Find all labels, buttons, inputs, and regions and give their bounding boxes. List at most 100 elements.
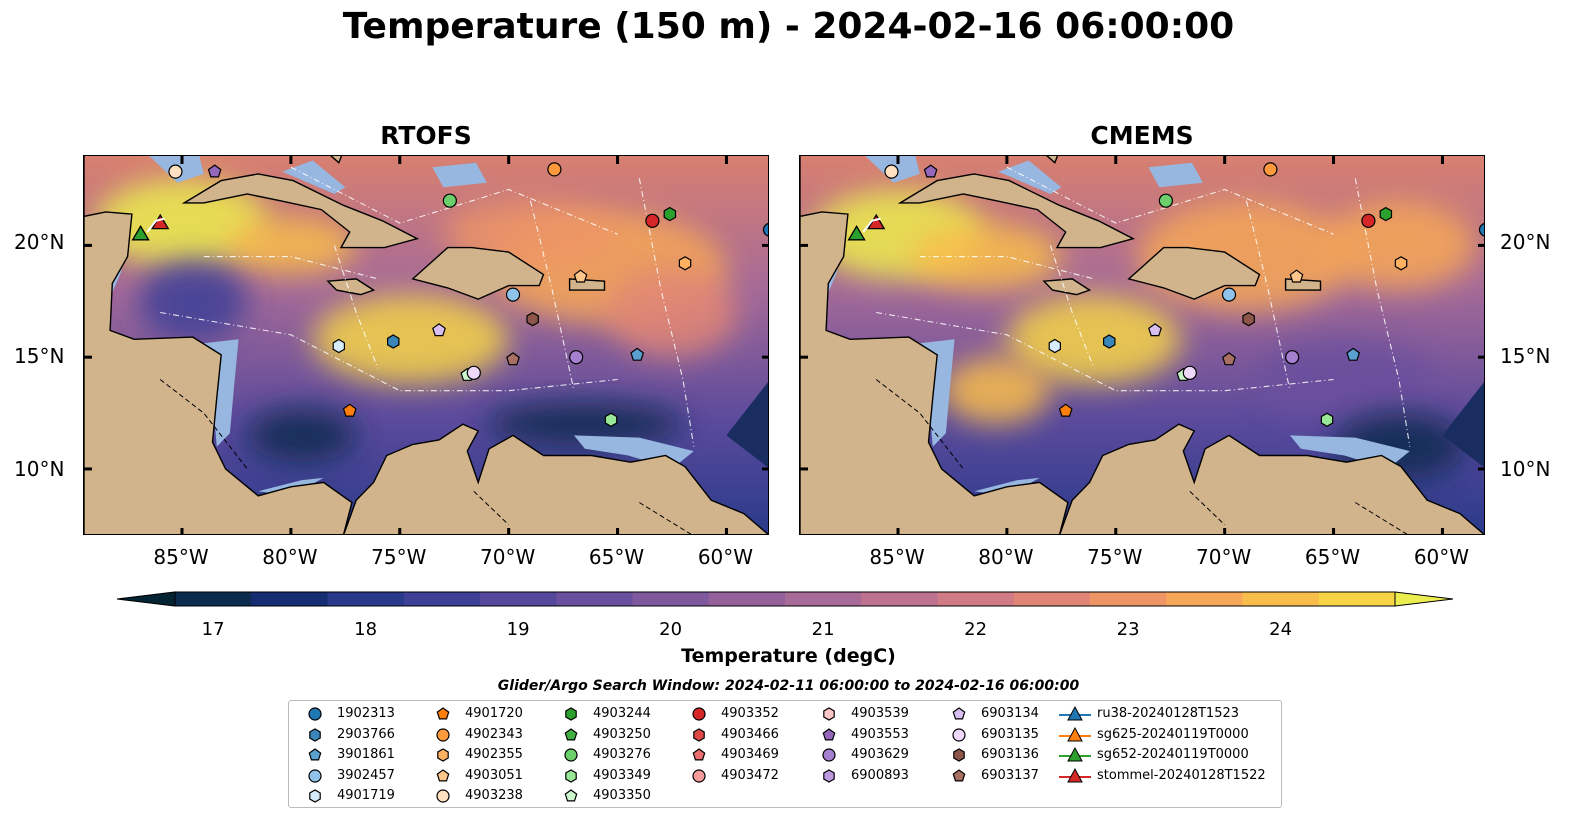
float-marker-6903136[interactable] (526, 312, 539, 327)
float-marker-4903629[interactable] (1285, 350, 1300, 365)
colorbar-segment (937, 592, 1015, 606)
colorbar-segment (251, 592, 329, 606)
legend-marker[interactable] (308, 748, 322, 761)
legend-marker[interactable] (692, 768, 706, 783)
glider-track (146, 217, 165, 233)
lon-tick-label: 85°W (869, 545, 925, 569)
legend-marker[interactable] (953, 748, 965, 762)
legend-label: 6900893 (851, 767, 909, 783)
float-marker-6903134[interactable] (1148, 323, 1162, 337)
float-marker-4903553[interactable] (923, 164, 938, 178)
legend-marker[interactable] (823, 707, 835, 721)
lon-tick-label: 75°W (1087, 545, 1143, 569)
float-marker-6903135[interactable] (1182, 365, 1197, 380)
legend-marker[interactable] (692, 707, 706, 721)
float-marker-4903553[interactable] (207, 164, 222, 178)
figure-title: Temperature (150 m) - 2024-02-16 06:00:0… (342, 6, 1235, 47)
legend-label: 4902355 (465, 747, 523, 762)
float-marker-3901861[interactable] (630, 347, 645, 361)
legend-marker[interactable] (436, 789, 450, 803)
legend-marker[interactable] (308, 768, 322, 783)
colorbar-segment (861, 592, 939, 606)
float-marker-4903352[interactable] (645, 213, 660, 228)
legend-marker[interactable] (309, 789, 321, 803)
shelf-area (432, 162, 487, 188)
float-marker-6903134[interactable] (432, 323, 446, 337)
float-marker-4903349[interactable] (1320, 412, 1334, 427)
float-marker-4903629[interactable] (569, 350, 584, 365)
float-marker-4903276[interactable] (442, 193, 457, 208)
float-marker-4903051[interactable] (1289, 269, 1304, 283)
legend-marker[interactable] (822, 727, 836, 740)
colorbar-tick-label: 17 (201, 619, 225, 640)
float-marker-4903051[interactable] (573, 269, 588, 283)
legend-marker[interactable] (952, 707, 966, 720)
float-marker-4901719[interactable] (1048, 338, 1061, 354)
legend-marker[interactable] (436, 768, 450, 781)
float-marker-4901720[interactable] (1058, 403, 1073, 417)
float-marker-6903135[interactable] (466, 365, 481, 380)
float-marker-2903766[interactable] (1103, 334, 1116, 349)
legend-marker[interactable] (564, 748, 578, 762)
legend-label: 3901861 (337, 747, 395, 762)
legend-marker[interactable] (437, 748, 449, 762)
legend-marker[interactable] (565, 707, 577, 721)
float-marker-1902313[interactable] (762, 222, 770, 237)
legend-marker[interactable] (823, 768, 835, 783)
float-marker-4901720[interactable] (342, 403, 357, 417)
legend-marker[interactable] (693, 727, 705, 742)
colorbar-segment (327, 592, 405, 606)
glider-marker-sg652-20240119T0000[interactable] (131, 224, 150, 241)
float-marker-6903137[interactable] (506, 352, 520, 366)
colorbar-segment (1318, 592, 1396, 606)
legend-marker[interactable] (952, 727, 966, 742)
float-marker-4903244[interactable] (1379, 206, 1393, 222)
float-marker-3901861[interactable] (1346, 347, 1361, 361)
land-area (1042, 278, 1092, 296)
float-marker-4902343[interactable] (547, 162, 562, 177)
glider-track (862, 217, 881, 233)
lon-tick-label: 60°W (697, 545, 754, 569)
colorbar-tick-label: 23 (1116, 619, 1140, 640)
shelf-area (915, 339, 955, 447)
legend-marker[interactable] (564, 727, 578, 740)
legend-label: 4903539 (851, 706, 909, 721)
float-marker-3902457[interactable] (1221, 287, 1237, 302)
panel-title-rtofs: RTOFS (380, 121, 472, 150)
float-marker-6903137[interactable] (1222, 352, 1236, 366)
float-marker-4903244[interactable] (663, 206, 677, 222)
float-marker-4903276[interactable] (1158, 193, 1173, 208)
lat-tick-label-right: 20°N (1500, 230, 1551, 254)
float-marker-4902355[interactable] (1394, 256, 1408, 271)
legend-marker[interactable] (308, 707, 322, 721)
float-marker-4902343[interactable] (1263, 162, 1278, 177)
float-marker-4903238[interactable] (168, 164, 183, 179)
legend-label: sg625-20240119T0000 (1097, 726, 1249, 742)
float-marker-4903352[interactable] (1361, 213, 1376, 228)
legend-marker[interactable] (309, 727, 321, 742)
float-marker-4902355[interactable] (678, 256, 692, 271)
legend-marker[interactable] (952, 768, 966, 781)
float-marker-6903136[interactable] (1242, 312, 1255, 327)
legend-marker[interactable] (565, 768, 577, 783)
legend-label: 4903350 (593, 788, 651, 803)
map-panel-cmems[interactable] (799, 155, 1485, 535)
legend-label: 2903766 (337, 726, 395, 742)
float-marker-2903766[interactable] (387, 334, 400, 349)
legend-marker[interactable] (436, 727, 450, 742)
legend-marker[interactable] (436, 707, 450, 720)
legend-label: 4903238 (465, 788, 523, 803)
glider-marker-sg652-20240119T0000[interactable] (847, 224, 866, 241)
float-marker-4903349[interactable] (604, 412, 618, 427)
legend-label: 4903472 (721, 767, 779, 783)
legend-marker[interactable] (692, 748, 706, 761)
legend-marker[interactable] (564, 789, 578, 802)
float-marker-1902313[interactable] (1478, 222, 1486, 237)
float-marker-4901719[interactable] (332, 338, 345, 354)
map-panel-rtofs[interactable] (83, 155, 769, 535)
legend-marker[interactable] (822, 748, 836, 762)
colorbar-segment (1166, 592, 1244, 606)
float-marker-4903238[interactable] (884, 164, 899, 179)
float-marker-3902457[interactable] (505, 287, 521, 302)
lon-tick-label: 85°W (153, 545, 209, 569)
